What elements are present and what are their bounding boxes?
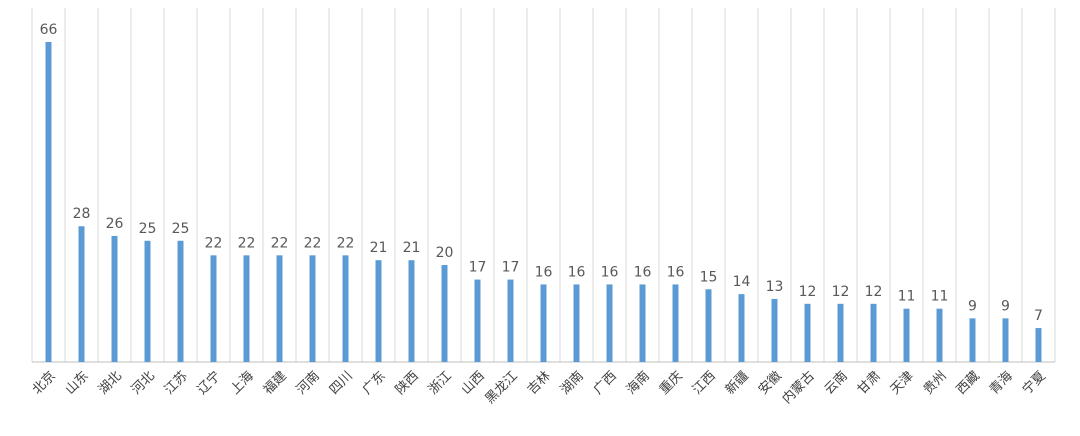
bar [606, 284, 613, 362]
value-label: 66 [40, 22, 58, 38]
bar [936, 308, 943, 362]
bar [144, 240, 151, 362]
x-tick-label: 山东 [63, 369, 92, 398]
x-tick-label: 内蒙古 [779, 368, 818, 407]
value-label: 11 [931, 289, 949, 305]
x-tick-label: 浙江 [426, 369, 455, 398]
value-label: 16 [667, 264, 685, 280]
value-label: 22 [271, 235, 289, 251]
bar [375, 260, 382, 362]
bar [804, 303, 811, 362]
bar [903, 308, 910, 362]
x-tick-label: 宁夏 [1019, 368, 1049, 398]
value-label: 17 [502, 260, 520, 276]
x-tick-label: 贵州 [921, 369, 950, 398]
bar [870, 303, 877, 362]
x-tick-label: 青海 [987, 369, 1016, 398]
x-tick-label: 陕西 [393, 369, 422, 398]
value-label: 13 [766, 279, 784, 295]
x-tick-label: 北京 [30, 369, 59, 398]
bar [441, 265, 448, 362]
value-label: 16 [568, 264, 586, 280]
value-label: 11 [898, 289, 916, 305]
x-tick-label: 山西 [459, 369, 488, 398]
value-label: 25 [172, 221, 190, 237]
x-tick-label: 福建 [261, 369, 290, 398]
x-tick-label: 河南 [293, 368, 323, 398]
bar [177, 240, 184, 362]
bar [309, 255, 316, 362]
bar [771, 298, 778, 362]
x-tick-label: 广东 [360, 369, 389, 398]
bar [78, 226, 85, 362]
x-tick-label: 上海 [228, 369, 257, 398]
x-tick-label: 西藏 [954, 369, 983, 398]
value-label: 22 [205, 235, 223, 251]
bar [507, 279, 514, 362]
value-label: 16 [601, 264, 619, 280]
x-tick-label: 重庆 [656, 368, 686, 398]
x-tick-label: 海南 [623, 368, 653, 398]
x-tick-label: 云南 [821, 368, 851, 398]
value-label: 22 [337, 235, 355, 251]
value-label: 21 [370, 240, 388, 256]
bar [111, 235, 118, 362]
x-tick-label: 辽宁 [194, 368, 224, 398]
value-label: 16 [535, 264, 553, 280]
value-label: 28 [73, 206, 91, 222]
bar [45, 42, 52, 362]
bar [474, 279, 481, 362]
value-label: 15 [700, 269, 718, 285]
bar [342, 255, 349, 362]
value-label: 7 [1034, 308, 1043, 324]
bar [540, 284, 547, 362]
value-label: 22 [238, 235, 256, 251]
bar [408, 260, 415, 362]
x-tick-label: 吉林 [525, 369, 554, 398]
x-tick-label: 新疆 [722, 368, 752, 398]
value-label: 25 [139, 221, 157, 237]
value-label: 9 [1001, 298, 1010, 314]
bar [639, 284, 646, 362]
value-label: 16 [634, 264, 652, 280]
bar [243, 255, 250, 362]
bar [837, 303, 844, 362]
bar [276, 255, 283, 362]
x-tick-label: 河北 [129, 369, 158, 398]
x-tick-label: 广西 [591, 369, 620, 398]
x-tick-label: 江西 [690, 369, 719, 398]
bar [672, 284, 679, 362]
bar [738, 294, 745, 362]
x-tick-label: 四川 [327, 369, 356, 398]
value-label: 22 [304, 235, 322, 251]
x-tick-label: 江苏 [161, 368, 191, 398]
value-label: 26 [106, 216, 124, 232]
bar [1035, 328, 1042, 362]
bar [969, 318, 976, 362]
bar [1002, 318, 1009, 362]
x-tick-label: 湖北 [96, 369, 125, 398]
value-label: 17 [469, 260, 487, 276]
value-label: 12 [865, 284, 883, 300]
bar [705, 289, 712, 362]
x-tick-label: 甘肃 [855, 369, 884, 398]
x-tick-label: 湖南 [557, 368, 587, 398]
value-label: 20 [436, 245, 454, 261]
value-label: 21 [403, 240, 421, 256]
x-tick-label: 黑龙江 [483, 369, 521, 407]
x-tick-label: 天津 [888, 369, 917, 398]
value-label: 14 [733, 274, 751, 290]
x-tick-label: 安徽 [756, 369, 785, 398]
value-label: 9 [968, 298, 977, 314]
value-label: 12 [799, 284, 817, 300]
bar [210, 255, 217, 362]
value-label: 12 [832, 284, 850, 300]
bar [573, 284, 580, 362]
